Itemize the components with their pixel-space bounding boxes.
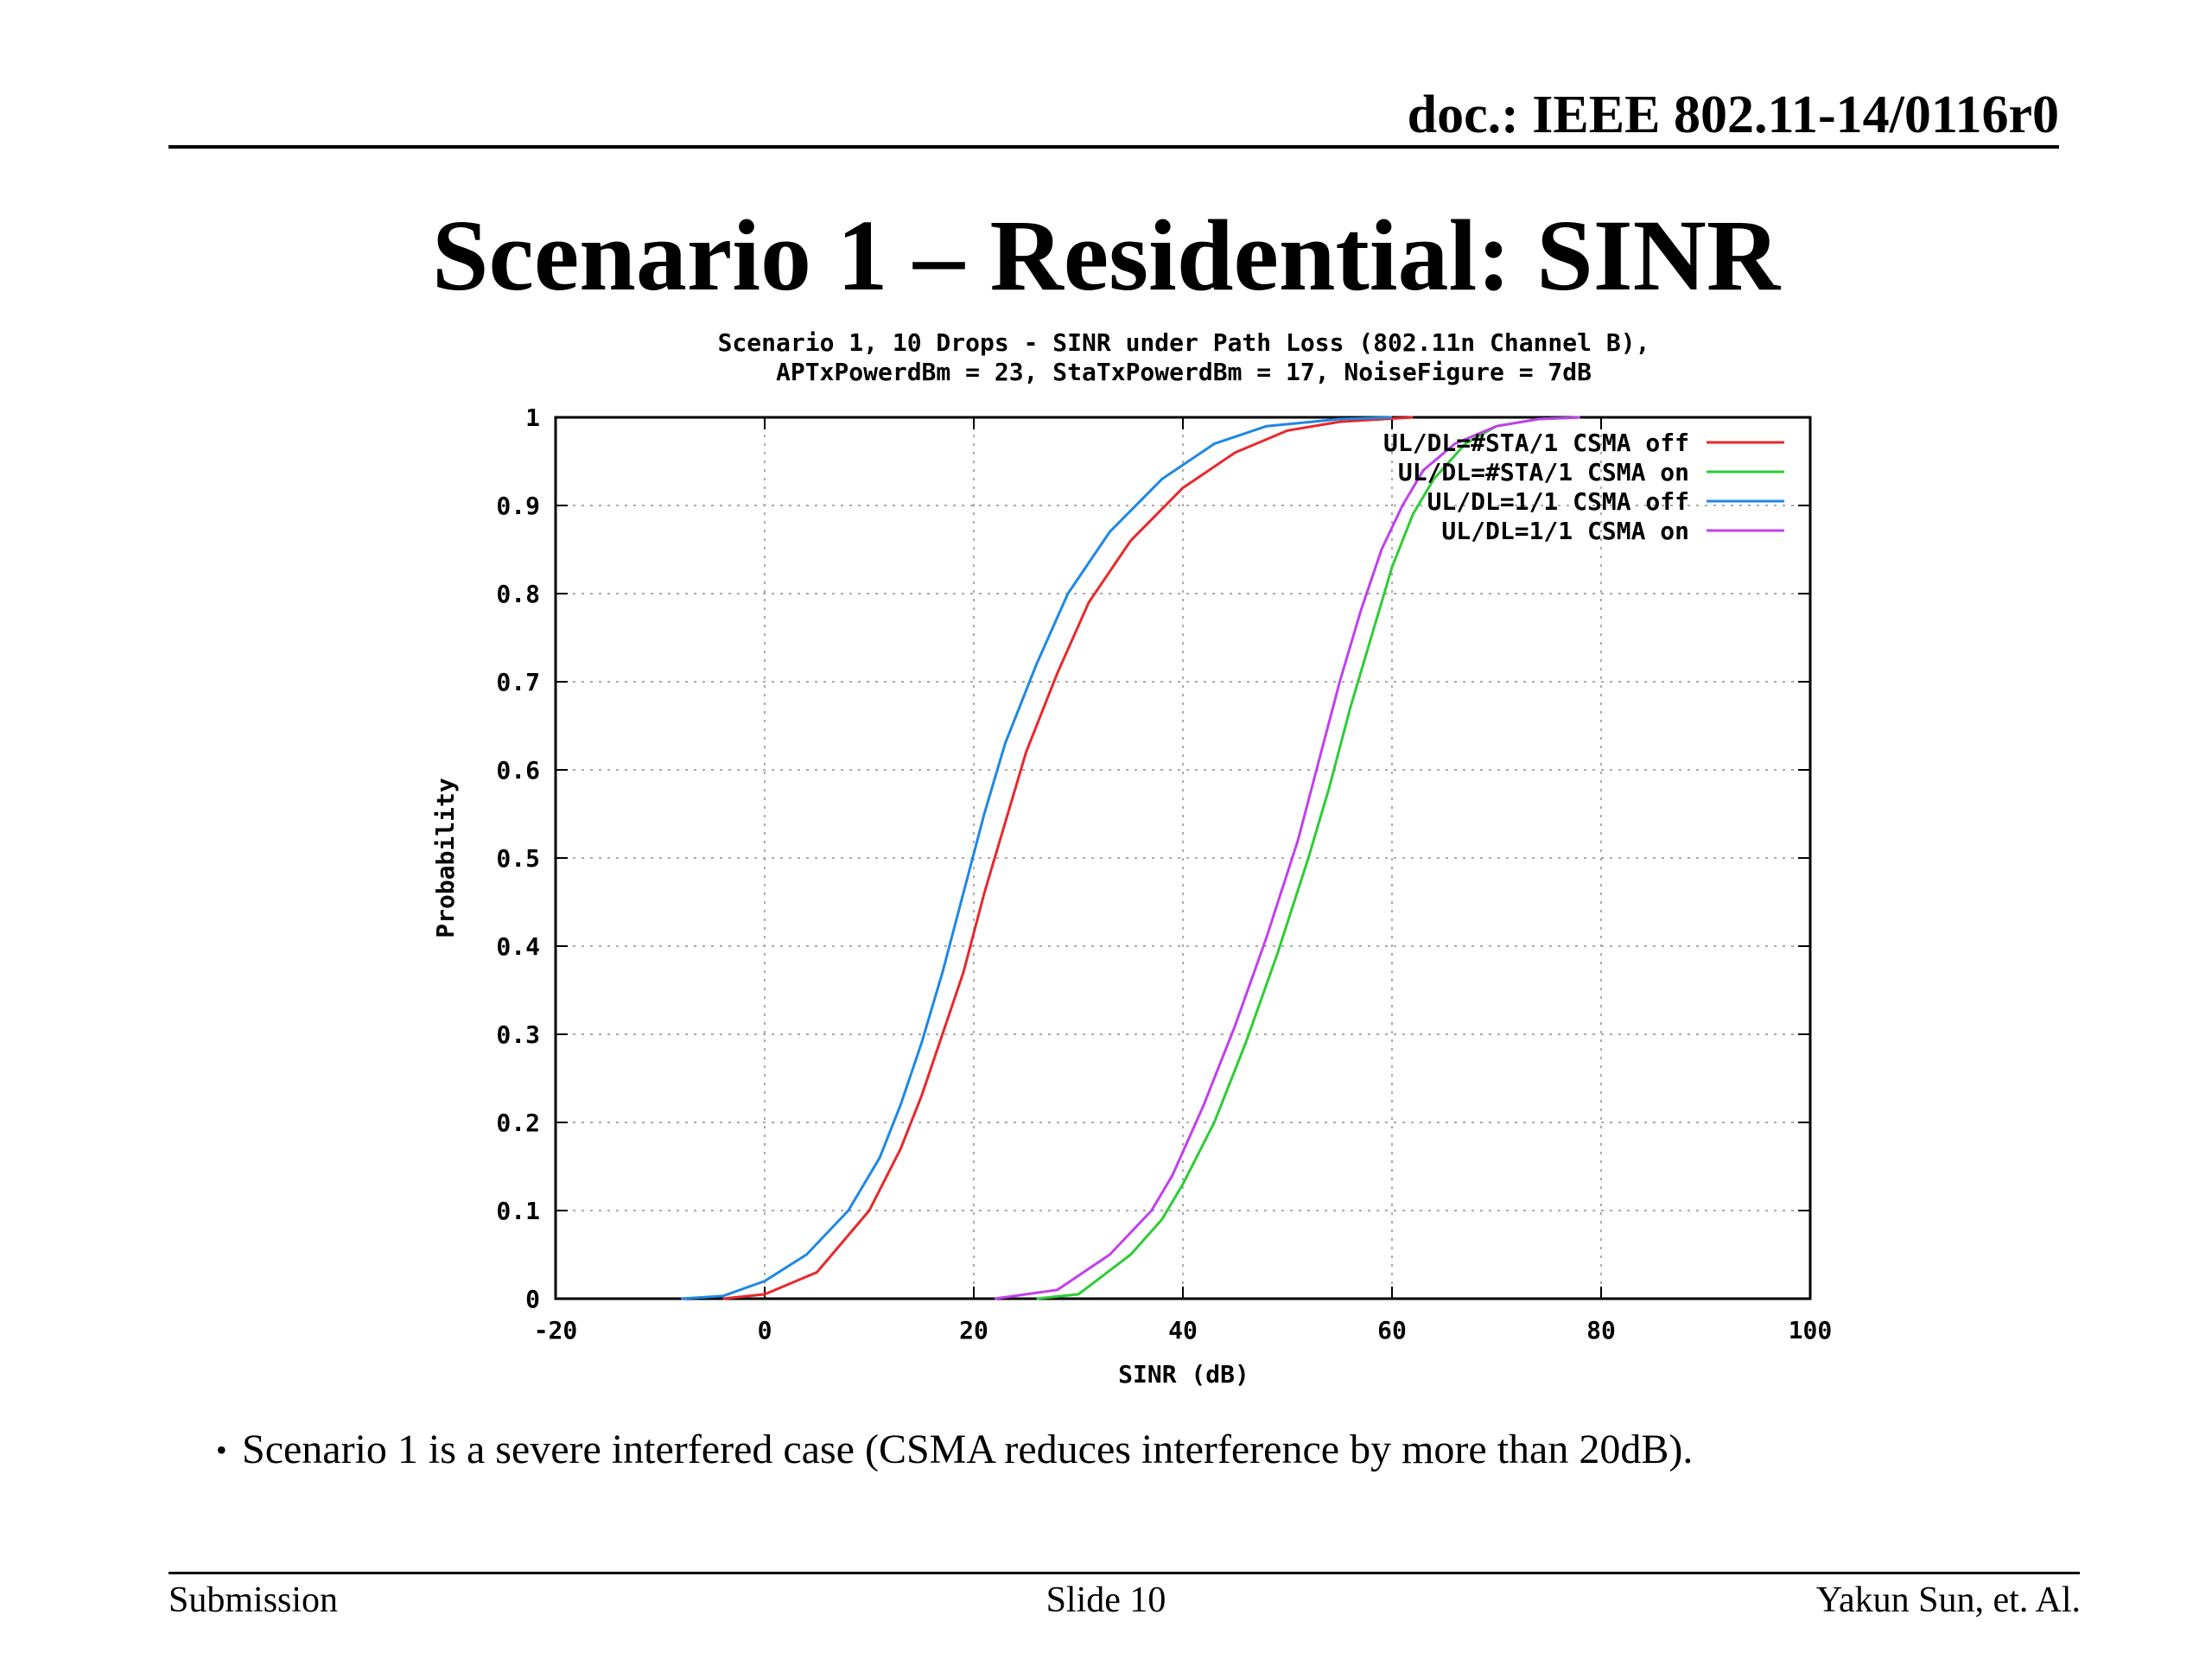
header-divider bbox=[168, 145, 2059, 149]
y-tick-label: 0.4 bbox=[496, 932, 540, 961]
footer-author: Yakun Sun, et. Al. bbox=[1815, 1580, 2081, 1620]
y-tick-label: 0.3 bbox=[496, 1020, 540, 1049]
doc-id: doc.: IEEE 802.11-14/0116r0 bbox=[1407, 86, 2059, 144]
y-tick-label: 0.5 bbox=[496, 844, 540, 873]
bullet-dot-icon: • bbox=[216, 1432, 227, 1467]
x-tick-label: 60 bbox=[1377, 1316, 1407, 1344]
legend-label-1: UL/DL=#STA/1 CSMA off bbox=[1383, 429, 1689, 457]
y-tick-label: 0.1 bbox=[496, 1197, 540, 1225]
series-line-1 bbox=[722, 416, 1414, 1300]
series-line-2 bbox=[1036, 416, 1580, 1300]
y-tick-label: 1 bbox=[525, 404, 540, 432]
y-tick-label: 0.8 bbox=[496, 580, 540, 608]
footer-divider bbox=[168, 1572, 2080, 1574]
x-tick-label: 80 bbox=[1586, 1316, 1616, 1344]
y-tick-label: 0.9 bbox=[496, 492, 540, 520]
series-line-3 bbox=[681, 416, 1393, 1300]
y-tick-label: 0.2 bbox=[496, 1109, 540, 1137]
y-tick-label: 0.6 bbox=[496, 756, 540, 785]
bullet-item: • Scenario 1 is a severe interfered case … bbox=[216, 1426, 1693, 1473]
slide-title: Scenario 1 – Residential: SINR bbox=[431, 199, 1781, 312]
x-tick-label: 40 bbox=[1168, 1316, 1198, 1344]
y-axis-label: Probability bbox=[431, 778, 460, 938]
chart-title-line-2: APTxPowerdBm = 23, StaTxPowerdBm = 17, N… bbox=[776, 358, 1592, 386]
y-tick-label: 0 bbox=[525, 1285, 540, 1313]
plot-frame bbox=[554, 416, 1812, 1300]
legend-label-4: UL/DL=1/1 CSMA on bbox=[1441, 517, 1689, 545]
legend-label-2: UL/DL=#STA/1 CSMA on bbox=[1398, 458, 1689, 486]
x-axis-label: SINR (dB) bbox=[1118, 1360, 1249, 1389]
legend-label-3: UL/DL=1/1 CSMA off bbox=[1427, 487, 1689, 516]
series-line-4 bbox=[994, 416, 1580, 1300]
x-tick-label: 20 bbox=[959, 1316, 988, 1344]
x-tick-label: 100 bbox=[1789, 1316, 1833, 1344]
footer-submission: Submission bbox=[168, 1580, 339, 1620]
footer-slide-number: Slide 10 bbox=[1046, 1580, 1166, 1620]
chart-title-line-1: Scenario 1, 10 Drops - SINR under Path L… bbox=[718, 328, 1650, 357]
x-tick-label: 0 bbox=[758, 1316, 772, 1344]
bullet-text: Scenario 1 is a severe interfered case (… bbox=[242, 1427, 1694, 1472]
y-tick-label: 0.7 bbox=[496, 668, 540, 696]
x-tick-label: -20 bbox=[534, 1316, 578, 1344]
